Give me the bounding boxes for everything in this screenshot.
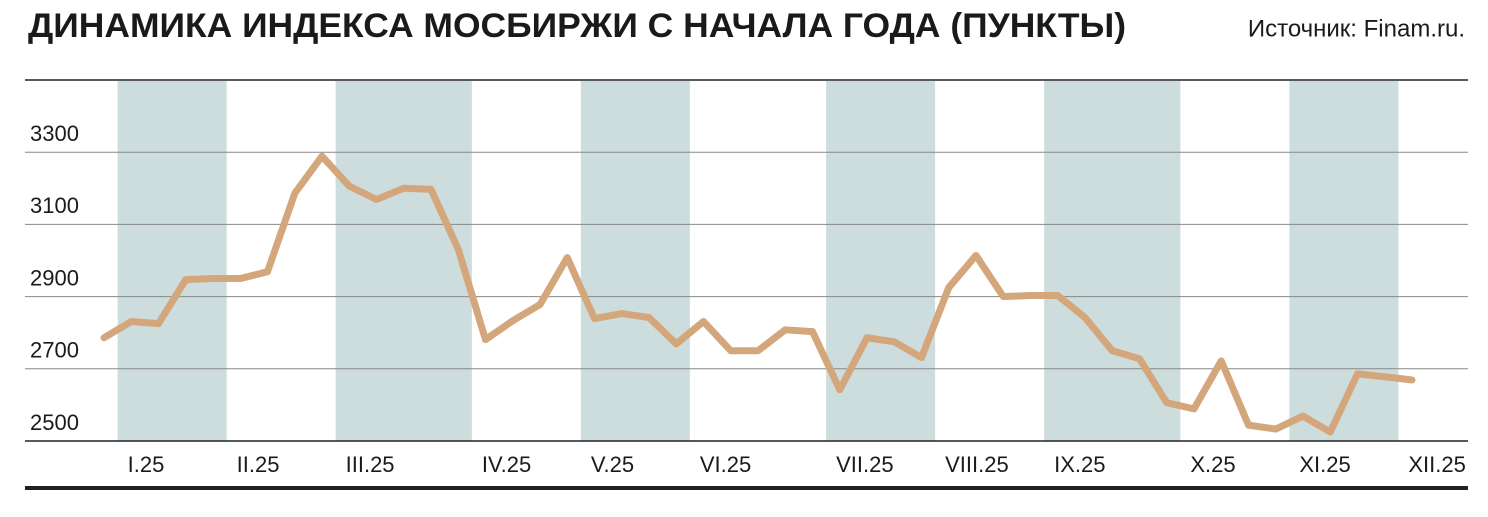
x-tick-label: III.25 <box>346 452 395 477</box>
x-tick-label: VIII.25 <box>945 452 1009 477</box>
x-tick-label: VI.25 <box>700 452 751 477</box>
x-tick-label: XII.25 <box>1408 452 1465 477</box>
month-band <box>335 81 472 441</box>
y-tick-label: 3100 <box>30 193 79 218</box>
y-tick-label: 2500 <box>30 410 79 435</box>
x-tick-label: V.25 <box>591 452 634 477</box>
month-band <box>117 81 227 441</box>
y-tick-label: 2700 <box>30 338 79 363</box>
bands <box>117 81 1399 441</box>
source: Источник: Finam.ru. <box>1248 15 1465 42</box>
month-band <box>1289 81 1399 441</box>
month-band <box>1044 81 1181 441</box>
x-tick-label: II.25 <box>237 452 280 477</box>
month-band <box>580 81 690 441</box>
x-tick-label: XI.25 <box>1299 452 1350 477</box>
x-tick-label: IX.25 <box>1054 452 1105 477</box>
x-tick-label: X.25 <box>1190 452 1235 477</box>
y-tick-label: 3300 <box>30 121 79 146</box>
x-tick-label: I.25 <box>128 452 165 477</box>
chart-title: ДИНАМИКА ИНДЕКСА МОСБИРЖИ С НАЧАЛА ГОДА … <box>28 7 1126 45</box>
data-line <box>100 152 1416 436</box>
x-tick-label: IV.25 <box>482 452 531 477</box>
x-tick-label: VII.25 <box>836 452 893 477</box>
y-tick-label: 2900 <box>30 265 79 290</box>
